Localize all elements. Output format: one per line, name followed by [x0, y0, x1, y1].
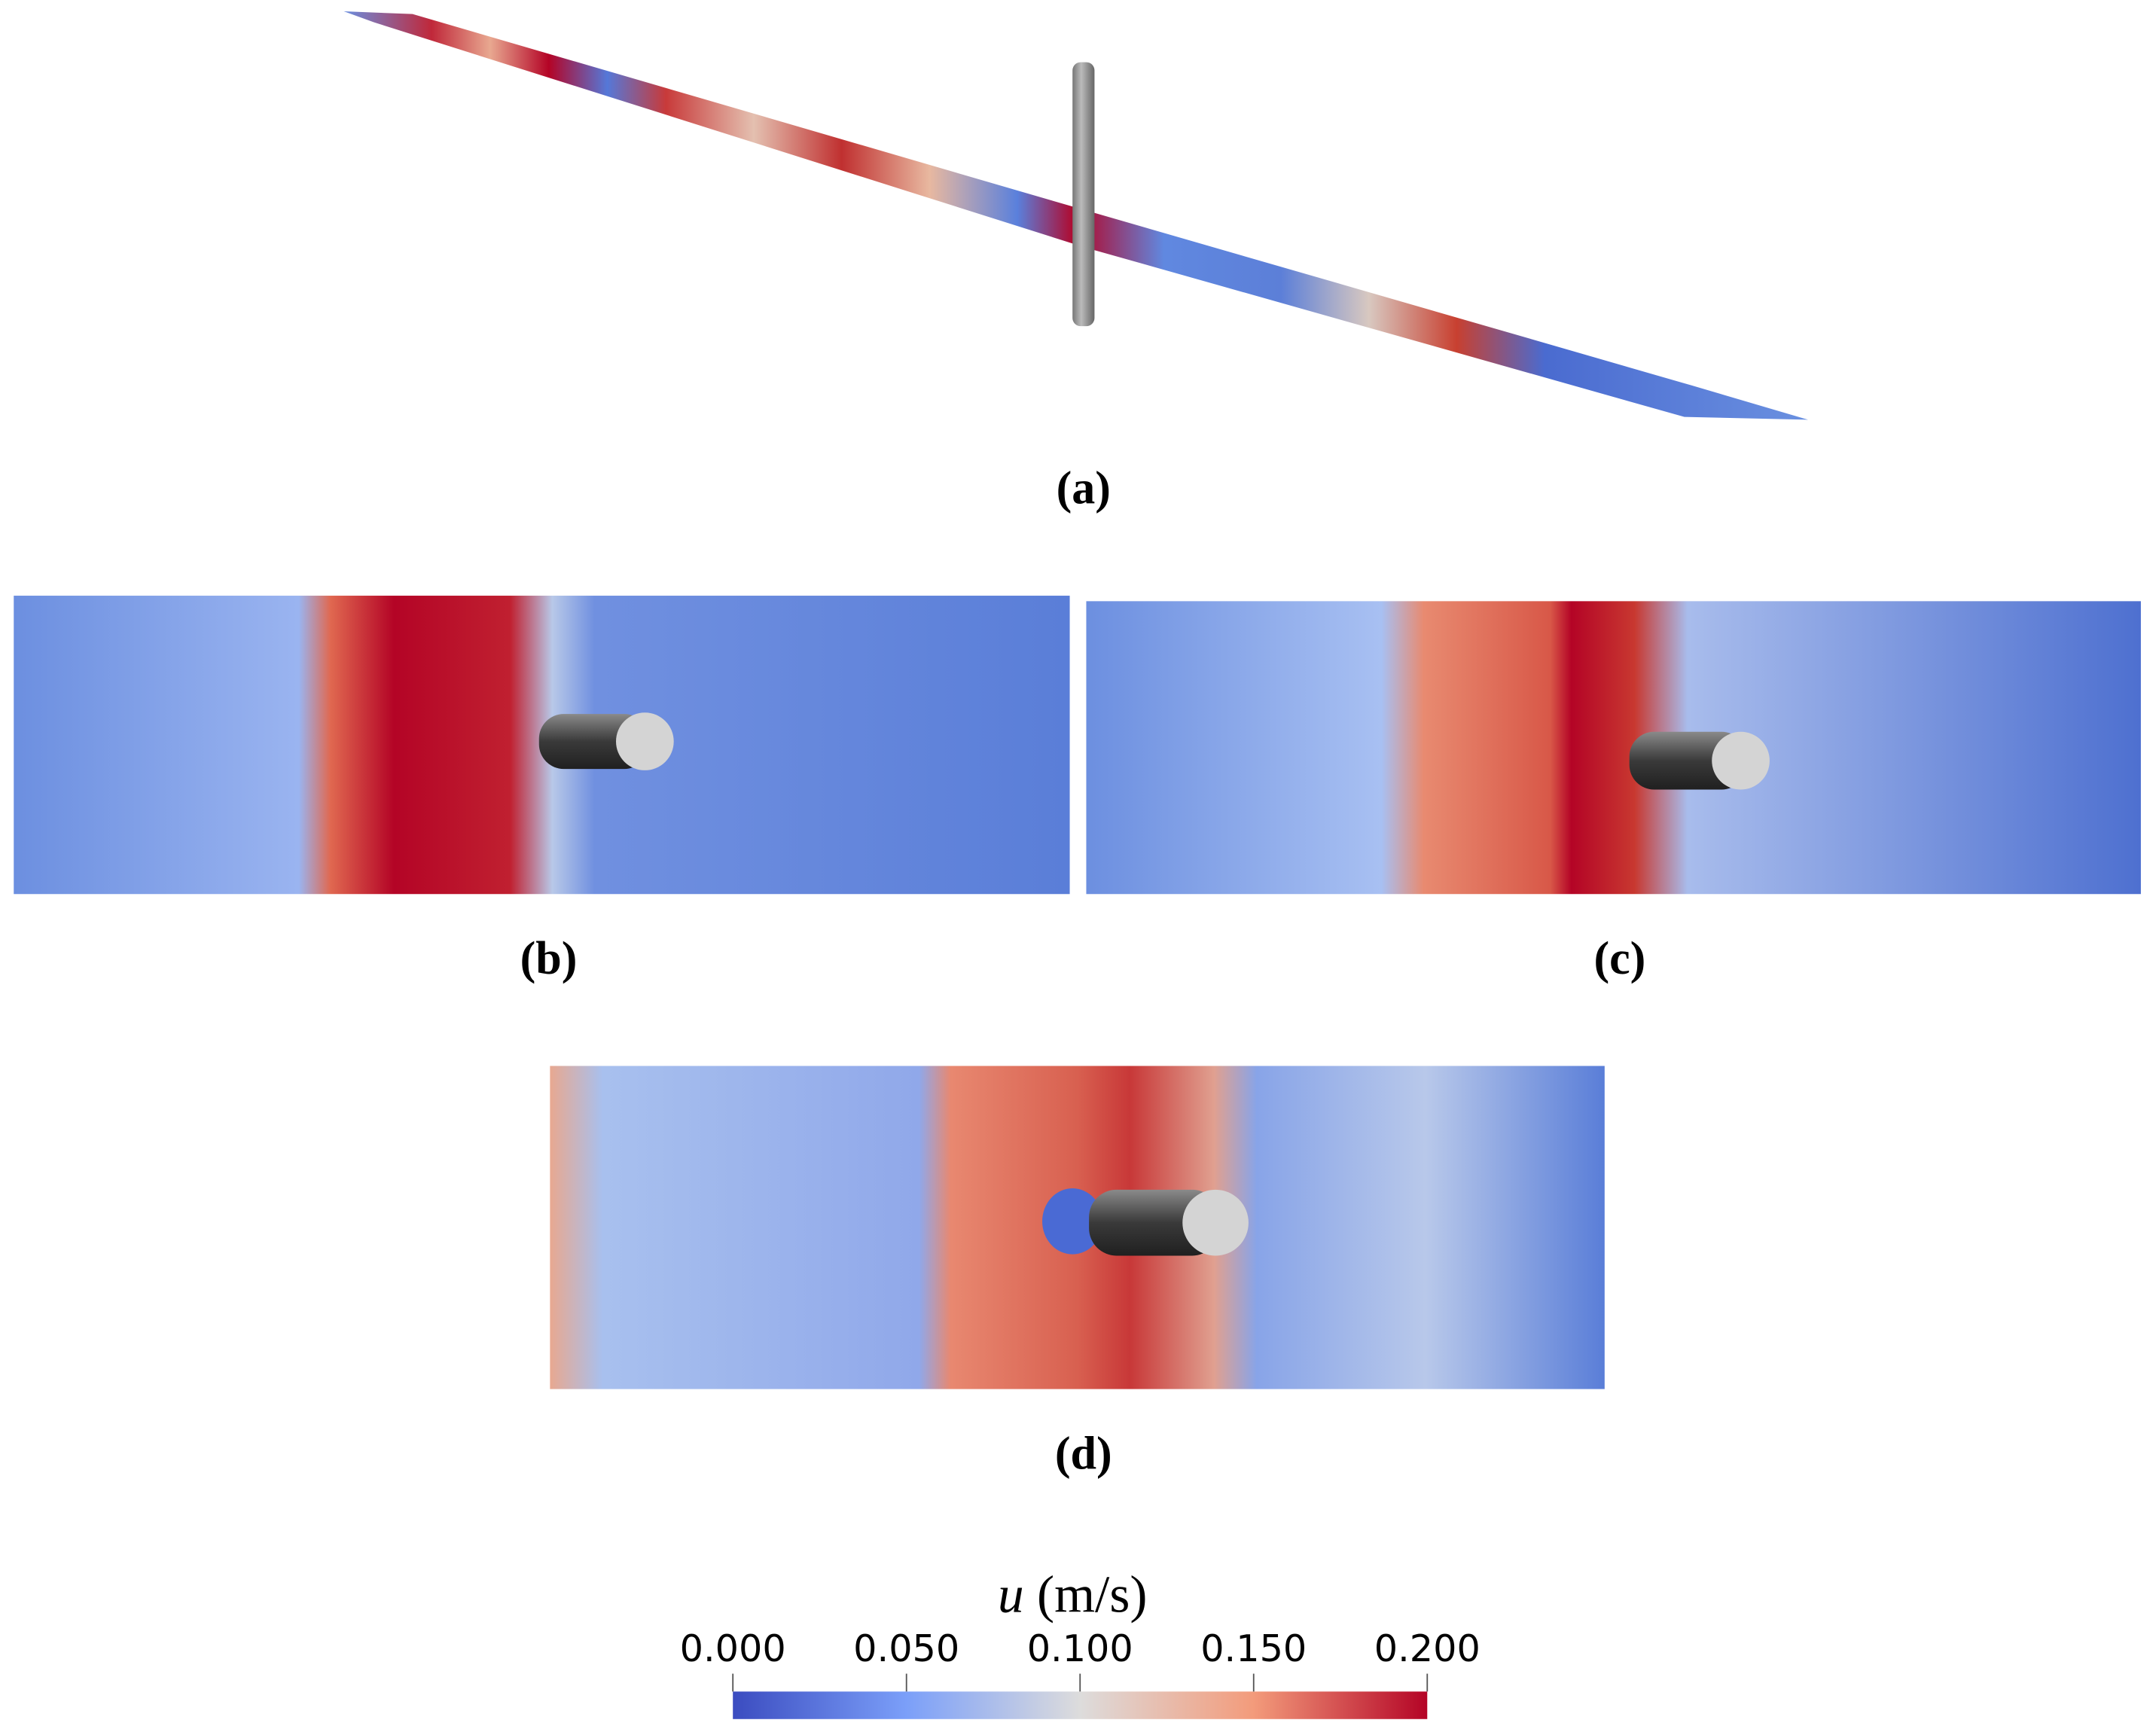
- unit: (m/s): [1037, 1566, 1147, 1624]
- field: [1086, 601, 2141, 895]
- tick-label: 0.200: [1374, 1627, 1481, 1670]
- cylinder-end: [1712, 731, 1770, 790]
- cylinder: [1072, 62, 1095, 327]
- colorbar-title: u (m/s): [998, 1566, 1147, 1624]
- colorbar-gradient: [733, 1691, 1428, 1719]
- panel-a: (a): [343, 11, 1809, 514]
- panel-d: (d): [550, 1066, 1605, 1479]
- cylinder-end: [1182, 1189, 1249, 1256]
- tick-label: 0.150: [1200, 1627, 1307, 1670]
- colorbar: u (m/s) 0.000 0.050 0.100 0.150 0.200: [680, 1566, 1481, 1719]
- panel-b: (b): [14, 596, 1070, 984]
- tick-label: 0.050: [853, 1627, 959, 1670]
- panel-label: (c): [1593, 933, 1645, 984]
- panel-label: (a): [1057, 463, 1111, 514]
- tick-label: 0.100: [1027, 1627, 1133, 1670]
- cylinder-end: [616, 712, 674, 770]
- symbol: u: [998, 1566, 1024, 1624]
- panel-label: (b): [520, 933, 578, 984]
- tick-label: 0.000: [680, 1627, 786, 1670]
- panel-label: (d): [1055, 1428, 1112, 1479]
- panel-c: (c): [1086, 601, 2141, 984]
- wake: [1042, 1188, 1103, 1255]
